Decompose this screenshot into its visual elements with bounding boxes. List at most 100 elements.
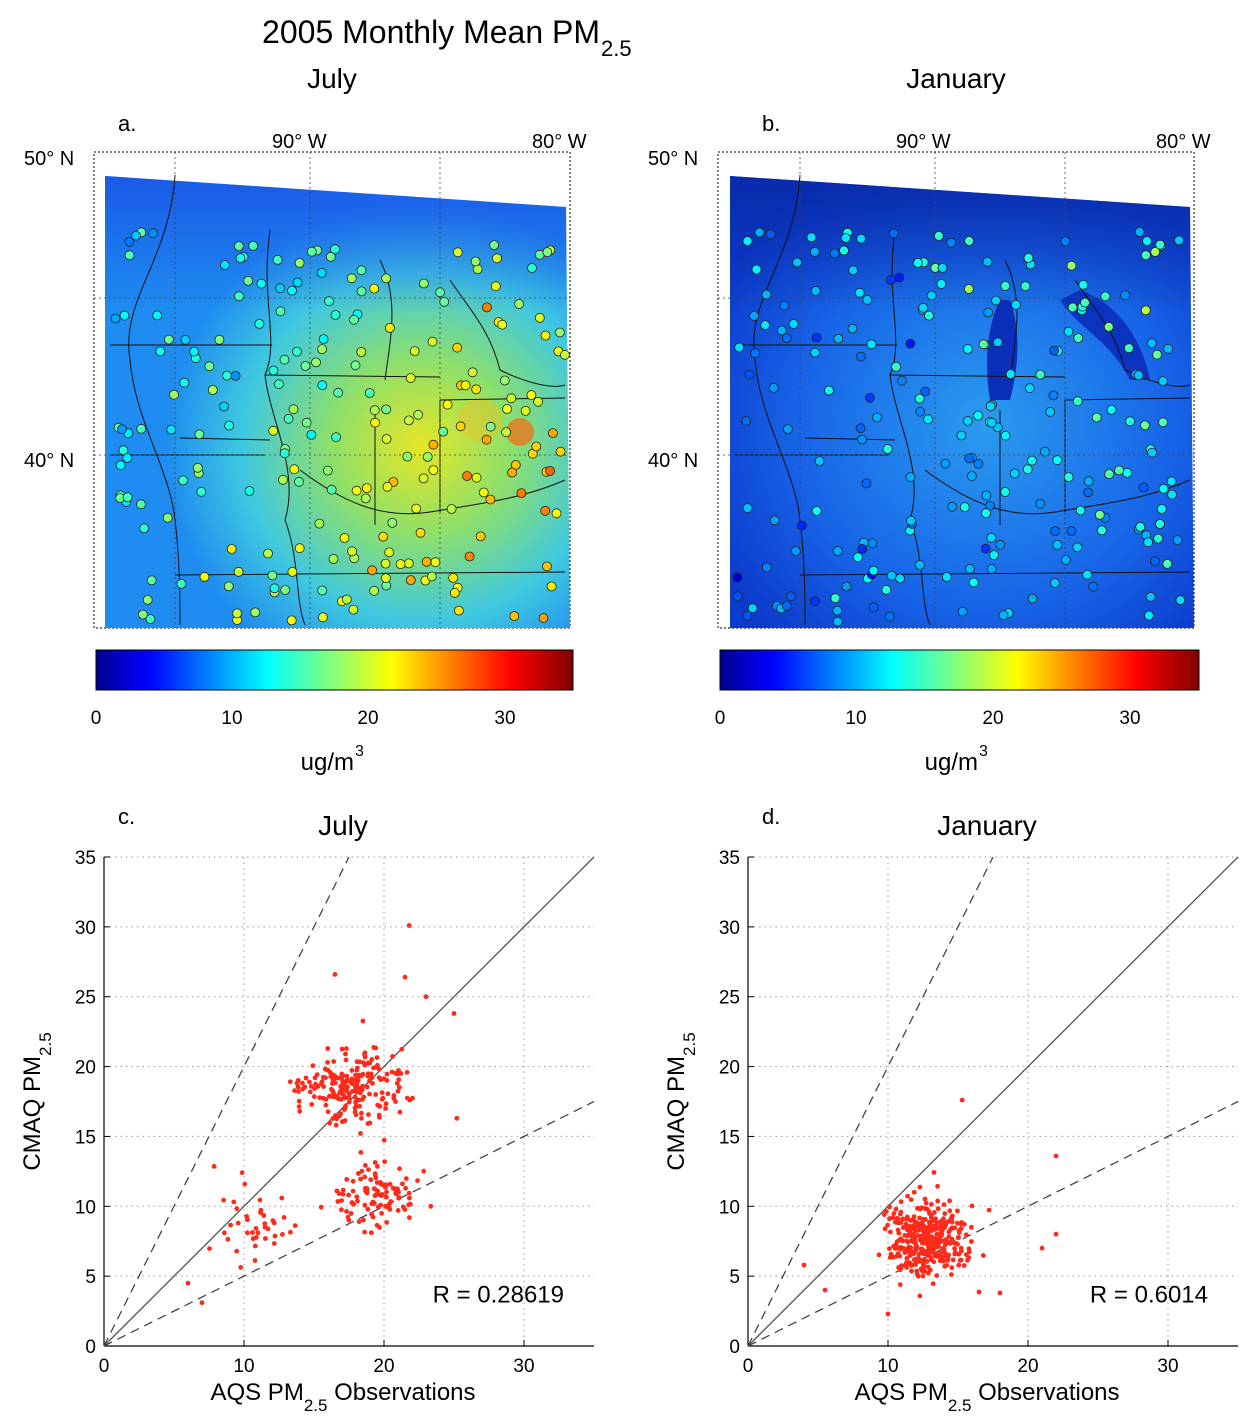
data-point <box>261 1213 267 1218</box>
monitor-site <box>328 554 339 564</box>
monitor-site <box>1066 260 1077 271</box>
monitor-site <box>1143 537 1153 548</box>
monitor-site <box>426 571 437 582</box>
monitor-site <box>998 610 1009 621</box>
colorbar-tick: 10 <box>845 708 866 729</box>
monitor-site <box>1141 250 1151 261</box>
lat-label-50: 50° N <box>24 148 74 170</box>
data-point <box>383 1204 388 1209</box>
monitor-site <box>1106 404 1117 415</box>
map-panel-january: January b. 50° N 40° N 90° W 80° W 0 10 … <box>648 63 1211 776</box>
data-point <box>373 1092 379 1097</box>
monitor-site <box>1000 281 1011 291</box>
monitor-site <box>279 448 290 459</box>
data-point <box>415 1178 420 1183</box>
data-point <box>914 1268 920 1274</box>
data-point <box>930 1281 936 1287</box>
monitor-site <box>492 253 502 264</box>
data-point <box>908 1245 914 1251</box>
monitor-site <box>356 347 367 357</box>
monitor-site <box>1166 476 1177 487</box>
data-point <box>235 1220 241 1226</box>
data-point <box>410 1095 415 1101</box>
monitor-site <box>991 295 1001 306</box>
monitor-site <box>786 591 796 602</box>
monitor-site <box>194 429 205 440</box>
data-point <box>949 1265 955 1271</box>
data-point <box>360 1018 366 1024</box>
monitor-site <box>421 556 432 567</box>
data-point <box>908 1197 914 1203</box>
data-point <box>902 1250 908 1255</box>
monitor-site <box>1050 526 1061 536</box>
monitor-site <box>326 484 337 495</box>
data-point <box>341 1093 347 1098</box>
colorbar-tick: 20 <box>982 708 1003 729</box>
monitor-site <box>403 558 414 569</box>
data-point <box>253 1226 259 1231</box>
monitor-site <box>540 505 551 516</box>
map-field-fade <box>730 176 1194 628</box>
monitor-site <box>985 500 995 511</box>
data-point <box>949 1239 955 1244</box>
monitor-site <box>985 401 996 412</box>
map-boundaries <box>110 174 566 626</box>
data-point <box>257 1197 263 1203</box>
data-point <box>342 1105 348 1111</box>
monitor-site <box>224 420 235 431</box>
data-point <box>332 972 338 977</box>
monitor-site <box>1045 406 1056 417</box>
data-point <box>245 1230 250 1236</box>
data-point <box>359 1168 365 1174</box>
data-point <box>956 1251 962 1257</box>
monitor-site <box>446 504 457 514</box>
y-tick-label: 10 <box>719 1197 740 1218</box>
data-point <box>311 1094 317 1099</box>
data-point <box>356 1171 361 1176</box>
data-point <box>374 1180 380 1185</box>
monitor-site <box>347 546 358 557</box>
colorbar-tick: 20 <box>357 708 378 729</box>
data-point <box>377 1115 382 1120</box>
monitor-site <box>1140 420 1150 431</box>
data-point <box>905 1233 910 1239</box>
monitor-site <box>839 245 849 256</box>
monitor-site <box>933 231 944 241</box>
monitor-site <box>926 290 937 301</box>
data-point <box>372 1160 378 1165</box>
data-point <box>911 1251 917 1256</box>
data-point <box>379 1090 385 1095</box>
monitor-site <box>369 405 380 416</box>
data-point <box>384 1189 389 1195</box>
data-point <box>1053 1231 1059 1237</box>
monitor-site <box>765 229 776 240</box>
monitor-site <box>810 347 820 358</box>
monitor-site <box>110 313 121 324</box>
monitor-site <box>862 294 873 305</box>
y-tick-label: 25 <box>719 988 740 1009</box>
data-point <box>451 1011 457 1016</box>
monitor-site <box>542 247 553 258</box>
monitor-site <box>481 434 492 445</box>
monitor-site <box>531 441 542 452</box>
data-point <box>335 1199 341 1204</box>
data-point <box>910 1223 916 1229</box>
data-point <box>262 1224 268 1230</box>
y-tick-label: 25 <box>75 988 96 1009</box>
data-point <box>917 1259 922 1264</box>
monitor-site <box>1150 556 1160 566</box>
monitor-site <box>413 409 424 420</box>
data-point <box>361 1217 366 1223</box>
data-point <box>358 1090 363 1096</box>
data-point <box>913 1262 918 1267</box>
data-point <box>396 1077 402 1082</box>
monitor-site <box>964 236 974 246</box>
data-point <box>929 1223 934 1229</box>
y-tick-label: 0 <box>85 1337 96 1358</box>
data-point <box>231 1199 237 1205</box>
data-point <box>387 1201 392 1207</box>
monitor-site <box>1142 236 1152 247</box>
data-point <box>336 1191 342 1196</box>
monitor-site <box>449 587 460 598</box>
ratio-line-dashed <box>103 856 350 1347</box>
